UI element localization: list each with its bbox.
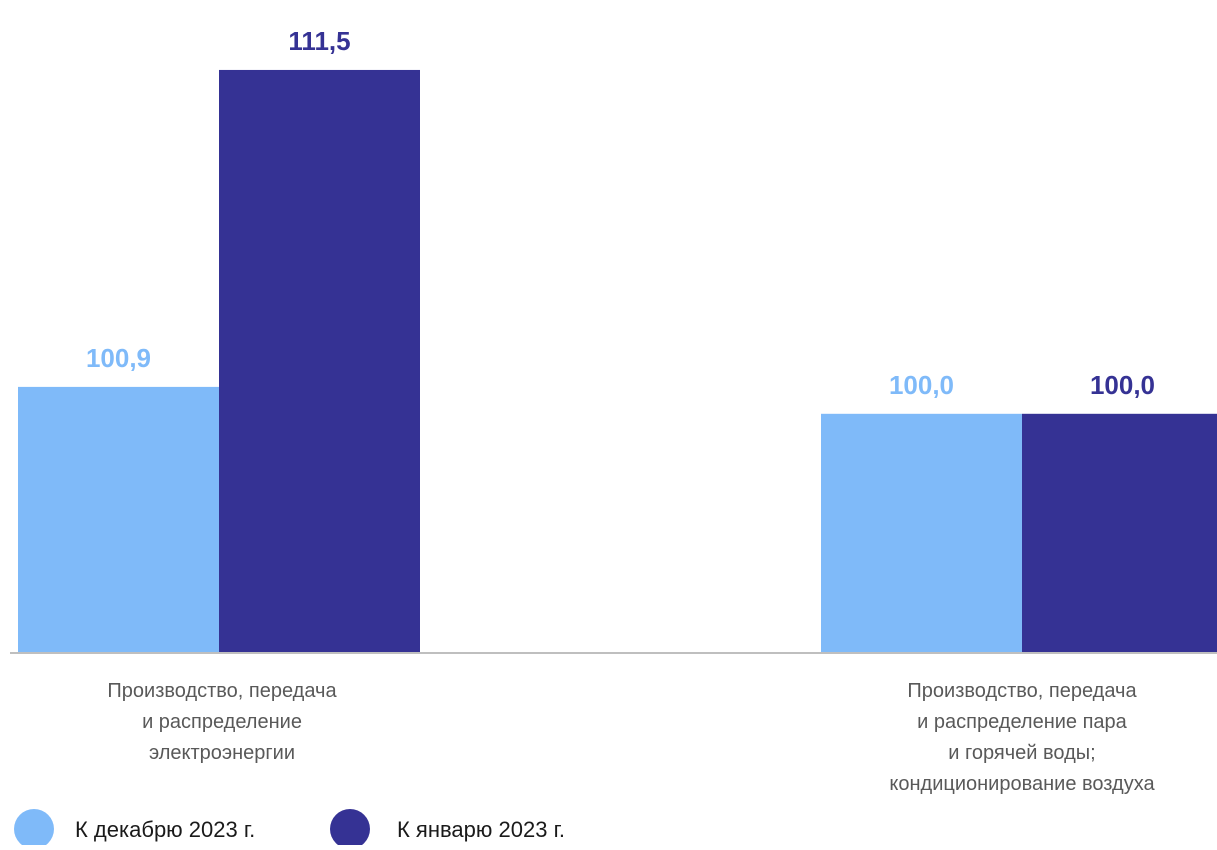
category-label-line: электроэнергии [149, 742, 295, 764]
bar-series-2-category-2 [1022, 413, 1217, 653]
bar-series-1-category-1 [18, 386, 219, 653]
legend-label-2: К январю 2023 г. [397, 817, 565, 842]
category-label-1: Производство, передача и распределение эле… [107, 680, 337, 764]
category-label-line: и горячей воды; [948, 742, 1095, 764]
bars-layer [18, 69, 1217, 653]
legend-marker-2 [330, 809, 370, 849]
bar-series-2-category-1 [219, 69, 420, 653]
category-label-line: Производство, передача [907, 680, 1137, 702]
legend: К декабрю 2023 г. К январю 2023 г. [14, 809, 565, 849]
category-label-line: и распределение [142, 711, 302, 733]
data-label-series-1-category-1: 100,9 [86, 343, 151, 373]
category-label-2: Производство, передача и распределение па… [889, 680, 1155, 795]
value-labels-layer: 100,9 100,0 111,5 100,0 [86, 26, 1155, 400]
data-label-series-2-category-2: 100,0 [1090, 370, 1155, 400]
category-label-line: кондиционирование воздуха [889, 773, 1155, 795]
legend-marker-1 [14, 809, 54, 849]
data-label-series-2-category-1: 111,5 [288, 26, 350, 56]
category-labels-layer: Производство, передача и распределение эле… [107, 680, 1155, 795]
bar-series-1-category-2 [821, 413, 1022, 653]
category-label-line: и распределение пара [917, 711, 1128, 733]
data-label-series-1-category-2: 100,0 [889, 370, 954, 400]
category-label-line: Производство, передача [107, 680, 337, 702]
legend-label-1: К декабрю 2023 г. [75, 817, 255, 842]
